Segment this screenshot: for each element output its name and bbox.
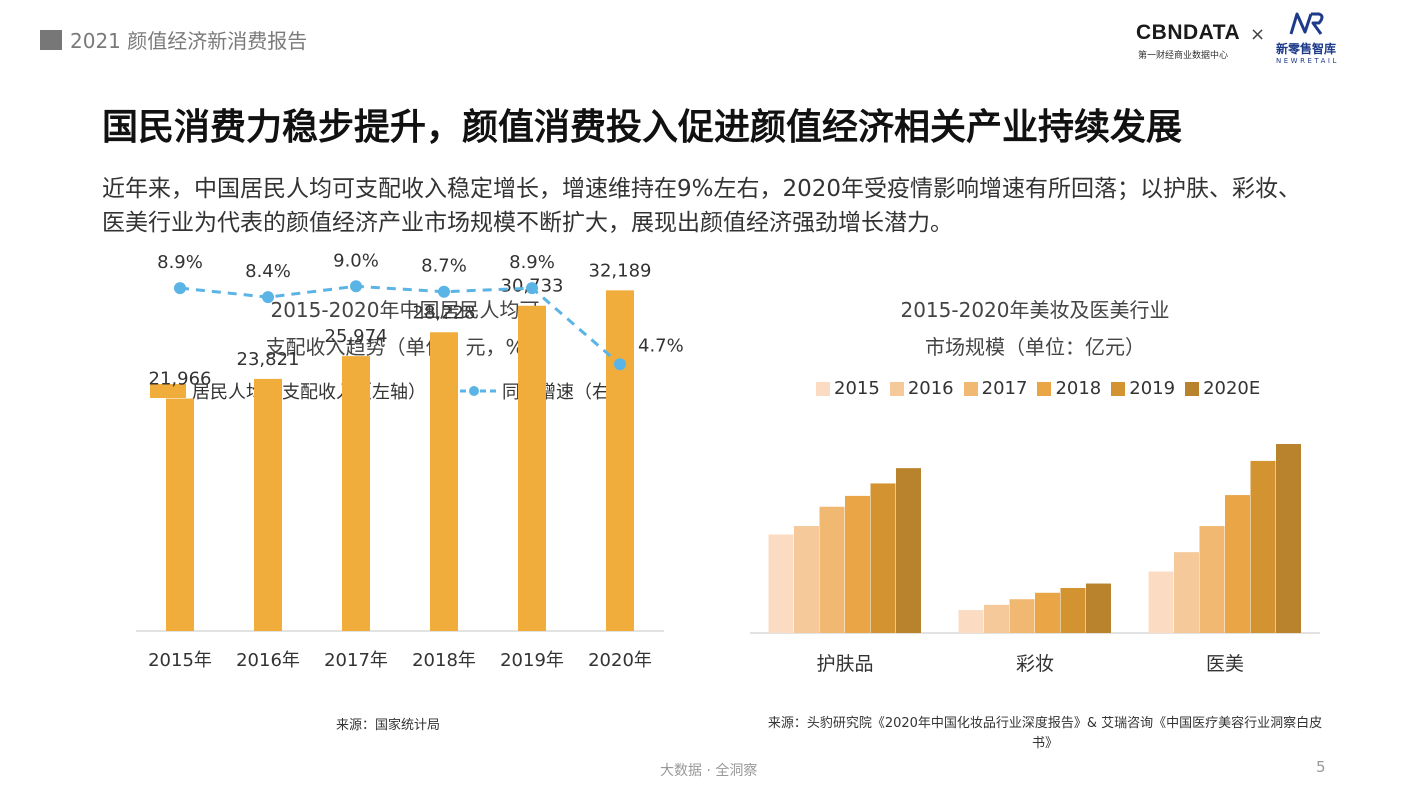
- market-size-bar: [1060, 587, 1086, 633]
- legend-swatch: [963, 381, 978, 396]
- market-size-bar: [984, 604, 1009, 633]
- category-label: 彩妆: [1016, 653, 1054, 675]
- logo-separator: ×: [1250, 24, 1266, 45]
- legend-label: 2017: [981, 378, 1028, 399]
- income-value-label: 28,228: [413, 302, 476, 323]
- market-size-bar: [1035, 592, 1060, 633]
- growth-value-label: 8.4%: [245, 261, 291, 282]
- income-value-label: 23,821: [237, 349, 300, 370]
- market-size-bar: [1199, 526, 1225, 633]
- market-size-bar: [1086, 583, 1111, 633]
- market-size-bar: [896, 468, 921, 633]
- growth-line: [179, 284, 621, 366]
- market-size-bar: [1250, 460, 1276, 633]
- market-size-bar: [1174, 552, 1199, 633]
- growth-point: [614, 358, 626, 371]
- legend-label: 2020E: [1203, 378, 1261, 399]
- category-label: 护肤品: [816, 653, 873, 675]
- legend-item: 2019: [1111, 378, 1175, 399]
- chart2-title: 2015-2020年美妆及医美行业 市场规模（单位：亿元）: [760, 292, 1310, 366]
- growth-value-label: 8.9%: [509, 252, 555, 273]
- chart1-title-line-2: 支配收入趋势（单位：元，%）: [265, 335, 545, 359]
- growth-value-label: 4.7%: [638, 335, 684, 356]
- growth-point: [174, 282, 186, 295]
- income-bar: [606, 290, 634, 631]
- market-size-bar: [819, 506, 845, 633]
- description-line-2: 医美行业为代表的颜值经济产业市场规模不断扩大，展现出颜值经济强劲增长潜力。: [102, 210, 953, 236]
- newretail-logo-icon: [1289, 12, 1324, 35]
- chart2-legend: 2015 2016 2017 2018 2019 2020E: [816, 378, 1270, 399]
- growth-value-label: 8.9%: [157, 252, 203, 273]
- x-tick-label: 2019年: [500, 650, 564, 671]
- chart1-source: 来源：国家统计局: [336, 718, 441, 733]
- page-title: 国民消费力稳步提升，颜值消费投入促进颜值经济相关产业持续发展: [102, 107, 1183, 148]
- income-bar: [342, 356, 370, 631]
- x-tick-label: 2015年: [148, 650, 212, 671]
- legend-line-swatch: [450, 386, 498, 396]
- legend-swatch: [889, 381, 904, 396]
- income-bar: [166, 398, 194, 631]
- growth-point: [262, 291, 274, 304]
- cbndata-logo: CBNDATA: [1136, 21, 1241, 44]
- market-size-bar: [1009, 599, 1035, 633]
- income-value-label: 25,974: [325, 326, 388, 347]
- market-size-bar: [1276, 444, 1301, 633]
- income-bar: [518, 305, 546, 631]
- legend-swatch: [1185, 381, 1200, 396]
- market-size-bar: [845, 495, 870, 633]
- legend-swatch: [1037, 381, 1052, 396]
- market-size-bar: [958, 610, 984, 633]
- header-square-mark: [40, 30, 62, 50]
- growth-point: [350, 280, 362, 293]
- x-tick-label: 2016年: [236, 650, 300, 671]
- market-size-bar: [870, 483, 896, 633]
- income-value-label: 21,966: [149, 369, 212, 390]
- chart1-title-line-1: 2015-2020年中国居民人均可: [270, 298, 540, 322]
- legend-swatch: [1111, 381, 1126, 396]
- market-size-bar: [1148, 571, 1174, 633]
- chart2-title-line-1: 2015-2020年美妆及医美行业: [900, 298, 1170, 322]
- x-tick-label: 2018年: [412, 650, 476, 671]
- legend-bar-swatch: [150, 384, 186, 398]
- chart2-source-line-2: 书》: [1031, 736, 1058, 751]
- newretail-logo: 新零售智库: [1276, 42, 1337, 56]
- growth-value-label: 8.7%: [421, 256, 467, 277]
- market-size-bar: [794, 526, 819, 633]
- category-label: 医美: [1206, 653, 1244, 675]
- legend-label: 2016: [907, 378, 954, 399]
- legend-swatch: [816, 381, 830, 396]
- legend-item: 2017: [963, 378, 1028, 399]
- page-number: 5: [1316, 758, 1326, 776]
- legend-item: 2020E: [1185, 378, 1260, 399]
- report-title: 2021 颜值经济新消费报告: [70, 29, 308, 53]
- legend-item: 2015: [816, 378, 880, 399]
- chart2-title-line-2: 市场规模（单位：亿元）: [925, 335, 1145, 359]
- newretail-logo-subtitle: NEWRETAIL: [1276, 57, 1339, 65]
- income-bar: [254, 378, 282, 631]
- description: 近年来，中国居民人均可支配收入稳定增长，增速维持在9%左右，2020年受疫情影响…: [102, 172, 1352, 240]
- legend-label: 2018: [1055, 378, 1102, 399]
- growth-point: [438, 285, 450, 298]
- legend-item: 2016: [889, 378, 954, 399]
- x-tick-label: 2020年: [588, 650, 652, 671]
- growth-value-label: 9.0%: [333, 250, 379, 271]
- chart2-source-line-1: 来源：头豹研究院《2020年中国化妆品行业深度报告》& 艾瑞咨询《中国医疗美容行…: [767, 716, 1323, 731]
- market-size-bar: [1225, 495, 1250, 633]
- description-line-1: 近年来，中国居民人均可支配收入稳定增长，增速维持在9%左右，2020年受疫情影响…: [102, 176, 1302, 202]
- market-size-bar: [768, 534, 794, 633]
- income-bar: [430, 332, 458, 631]
- legend-label: 2015: [834, 378, 880, 399]
- cbndata-logo-subtitle: 第一财经商业数据中心: [1138, 51, 1229, 61]
- chart1-title: 2015-2020年中国居民人均可 支配收入趋势（单位：元，%）: [130, 292, 680, 366]
- chart2-source: 来源：头豹研究院《2020年中国化妆品行业深度报告》& 艾瑞咨询《中国医疗美容行…: [750, 714, 1340, 754]
- income-value-label: 32,189: [589, 260, 652, 281]
- x-tick-label: 2017年: [324, 650, 388, 671]
- footer-tagline: 大数据 · 全洞察: [660, 763, 758, 779]
- legend-label: 2019: [1129, 378, 1176, 399]
- legend-item: 2018: [1037, 378, 1101, 399]
- growth-point: [526, 282, 538, 295]
